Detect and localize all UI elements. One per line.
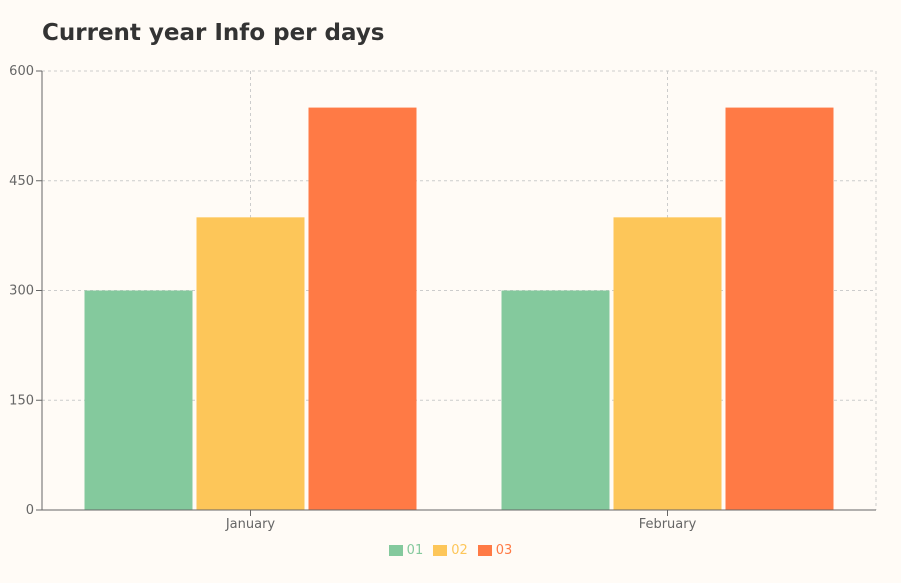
legend-label: 02	[451, 543, 468, 558]
bar-february-01[interactable]	[501, 290, 610, 511]
y-tick-label: 450	[9, 174, 34, 189]
bar-february-03[interactable]	[725, 107, 834, 510]
bars	[84, 107, 834, 511]
y-tick-label: 150	[9, 393, 34, 408]
y-tick-label: 300	[9, 284, 34, 299]
legend-item-03[interactable]: 03	[477, 543, 513, 558]
x-tick-label: February	[639, 517, 697, 532]
bar-january-01[interactable]	[84, 290, 193, 511]
legend-label: 03	[495, 543, 513, 558]
legend-swatch	[388, 545, 403, 556]
legend-item-02[interactable]: 02	[433, 543, 468, 558]
x-tick-label: January	[225, 517, 276, 532]
bar-february-02[interactable]	[613, 217, 722, 511]
legend-swatch	[477, 545, 492, 556]
legend: 01 02 03	[0, 543, 901, 558]
legend-item-01[interactable]: 01	[388, 543, 424, 558]
chart-title: Current year Info per days	[42, 20, 385, 46]
bar-january-03[interactable]	[308, 107, 417, 510]
legend-label: 01	[406, 543, 424, 558]
bar-january-02[interactable]	[196, 217, 305, 511]
x-axis-ticks: January February	[225, 510, 697, 532]
legend-swatch	[433, 545, 448, 556]
y-tick-label: 0	[26, 503, 34, 518]
y-axis-ticks: 0 150 300 450 600	[9, 64, 42, 518]
y-tick-label: 600	[9, 64, 34, 79]
